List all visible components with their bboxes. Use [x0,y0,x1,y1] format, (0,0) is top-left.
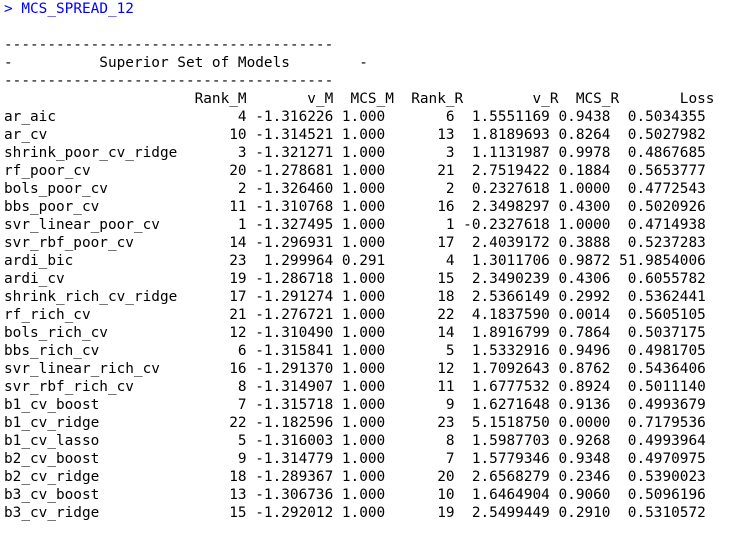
table-row: b1_cv_boost 7 -1.315718 1.000 9 1.627164… [4,396,734,414]
table-row: b3_cv_boost 13 -1.306736 1.000 10 1.6464… [4,486,734,504]
table-row: svr_linear_poor_cv 1 -1.327495 1.000 1 -… [4,216,734,234]
output-title: - Superior Set of Models - [4,54,734,72]
table-row: bols_poor_cv 2 -1.326460 1.000 2 0.23276… [4,180,734,198]
table-row: svr_rbf_poor_cv 14 -1.296931 1.000 17 2.… [4,234,734,252]
table-row: b1_cv_lasso 5 -1.316003 1.000 8 1.598770… [4,432,734,450]
table-row: bbs_rich_cv 6 -1.315841 1.000 5 1.533291… [4,342,734,360]
table-row: ar_aic 4 -1.316226 1.000 6 1.5551169 0.9… [4,108,734,126]
table-row: bols_rich_cv 12 -1.310490 1.000 14 1.891… [4,324,734,342]
table-row: ar_cv 10 -1.314521 1.000 13 1.8189693 0.… [4,126,734,144]
table-row: shrink_poor_cv_ridge 3 -1.321271 1.000 3… [4,144,734,162]
table-row: svr_rbf_rich_cv 8 -1.314907 1.000 11 1.6… [4,378,734,396]
prompt-symbol: > [4,1,13,17]
table-row: rf_rich_cv 21 -1.276721 1.000 22 4.18375… [4,306,734,324]
blank-line [4,18,734,36]
table-row: svr_linear_rich_cv 16 -1.291370 1.000 12… [4,360,734,378]
table-row: ardi_bic 23 1.299964 0.291 4 1.3011706 0… [4,252,734,270]
table-header: Rank_M v_M MCS_M Rank_R v_R MCS_R Loss [4,90,734,108]
command-text: MCS_SPREAD_12 [21,1,134,17]
rule-line-bottom: -------------------------------------- [4,72,734,90]
table-row: ardi_cv 19 -1.286718 1.000 15 2.3490239 … [4,270,734,288]
table-row: b2_cv_boost 9 -1.314779 1.000 7 1.577934… [4,450,734,468]
table-row: b3_cv_ridge 15 -1.292012 1.000 19 2.5499… [4,504,734,522]
table-row: shrink_rich_cv_ridge 17 -1.291274 1.000 … [4,288,734,306]
command-line: > MCS_SPREAD_12 [4,0,734,18]
table-row: b1_cv_ridge 22 -1.182596 1.000 23 5.1518… [4,414,734,432]
r-console-output: > MCS_SPREAD_12 ------------------------… [4,0,734,522]
table-row: rf_poor_cv 20 -1.278681 1.000 21 2.75194… [4,162,734,180]
rule-line-top: -------------------------------------- [4,36,734,54]
table-row: bbs_poor_cv 11 -1.310768 1.000 16 2.3498… [4,198,734,216]
table-row: b2_cv_ridge 18 -1.289367 1.000 20 2.6568… [4,468,734,486]
